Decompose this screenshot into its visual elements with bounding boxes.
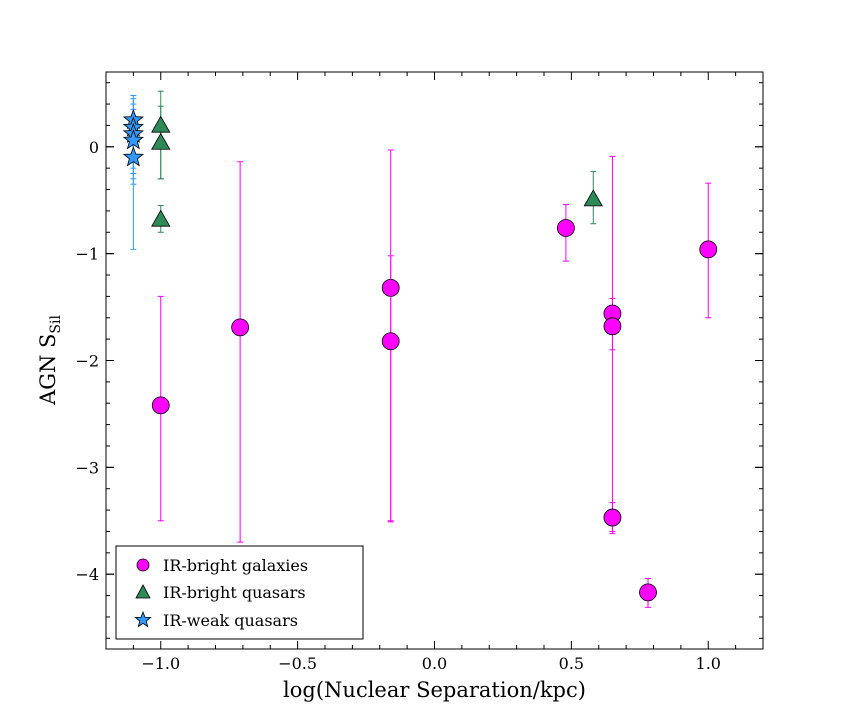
x-tick-label: 0.0 bbox=[422, 654, 447, 673]
data-point-star bbox=[122, 146, 144, 167]
x-tick-label: 0.5 bbox=[559, 654, 584, 673]
data-point-circle bbox=[699, 240, 718, 259]
x-tick-label: 1.0 bbox=[696, 654, 721, 673]
legend-marker-circle bbox=[136, 558, 150, 572]
y-tick-label: −1 bbox=[75, 245, 99, 264]
error-bar bbox=[387, 255, 394, 523]
y-axis-label: AGN SSil bbox=[36, 315, 64, 406]
data-point-circle bbox=[231, 318, 250, 337]
legend-label-ir-bright-galaxies: IR-bright galaxies bbox=[163, 556, 308, 575]
legend: IR-bright galaxies IR-bright quasars IR-… bbox=[115, 545, 364, 640]
data-point-star bbox=[122, 129, 144, 150]
data-point-circle bbox=[639, 583, 657, 602]
legend-marker-star bbox=[134, 610, 152, 628]
data-point-circle bbox=[381, 278, 400, 297]
tick-labels: −1.0 −0.5 0.0 0.5 1.0 0 −1 −2 −3 −4 bbox=[75, 138, 721, 673]
data-point-circle bbox=[151, 396, 170, 415]
legend-label-ir-bright-quasars: IR-bright quasars bbox=[163, 583, 306, 602]
data-points bbox=[122, 90, 718, 608]
data-point-triangle bbox=[151, 115, 171, 133]
data-point-triangle bbox=[151, 209, 171, 227]
error-bar bbox=[237, 161, 244, 543]
x-tick-label: −1.0 bbox=[141, 654, 180, 673]
data-point-circle bbox=[557, 219, 575, 237]
data-point-circle bbox=[603, 508, 622, 527]
data-point-triangle bbox=[583, 189, 603, 207]
y-tick-label: 0 bbox=[89, 138, 99, 157]
y-axis-label-subscript: Sil bbox=[48, 315, 64, 334]
legend-marker-triangle bbox=[135, 584, 151, 599]
y-tick-label: −3 bbox=[75, 458, 99, 477]
data-point-circle bbox=[603, 317, 622, 336]
data-point-triangle bbox=[151, 132, 171, 150]
x-tick-label: −0.5 bbox=[278, 654, 317, 673]
data-point-circle bbox=[381, 332, 400, 351]
y-tick-label: −4 bbox=[75, 565, 99, 584]
axis-ticks bbox=[105, 72, 764, 649]
y-tick-label: −2 bbox=[75, 352, 99, 371]
plot-frame bbox=[105, 71, 764, 650]
legend-box bbox=[115, 545, 364, 640]
legend-label-ir-weak-quasars: IR-weak quasars bbox=[163, 611, 298, 630]
legend-markers bbox=[134, 558, 152, 628]
y-axis-label-main: AGN S bbox=[36, 334, 60, 406]
x-axis-label: log(Nuclear Separation/kpc) bbox=[283, 678, 586, 702]
